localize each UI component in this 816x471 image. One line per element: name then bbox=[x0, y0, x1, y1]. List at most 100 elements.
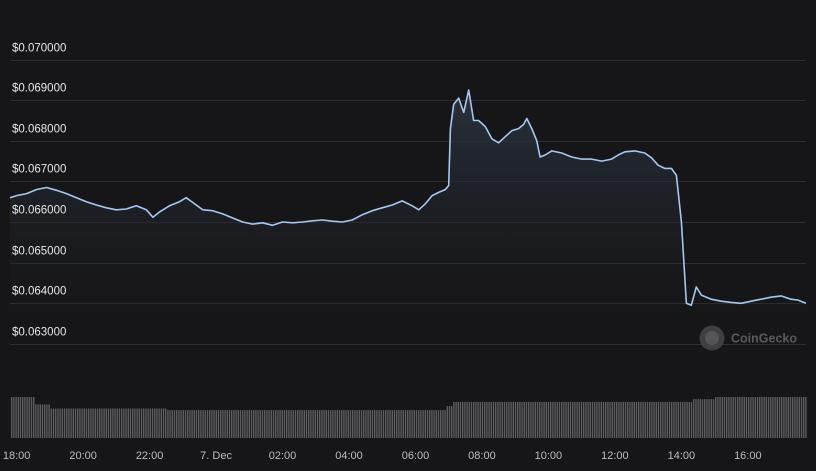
volume-bar bbox=[11, 397, 13, 438]
volume-bar bbox=[237, 410, 239, 438]
volume-bar bbox=[475, 401, 477, 438]
volume-bar bbox=[242, 410, 244, 438]
volume-bar bbox=[314, 410, 316, 438]
volume-bar bbox=[682, 401, 684, 438]
volume-bar bbox=[620, 401, 622, 438]
volume-bar bbox=[605, 401, 607, 438]
y-tick-label: $0.070000 bbox=[12, 43, 66, 55]
volume-bar bbox=[275, 410, 277, 438]
volume-bar bbox=[690, 401, 693, 438]
volume-bar bbox=[466, 401, 468, 438]
volume-bar bbox=[233, 410, 235, 438]
volume-bar bbox=[17, 397, 19, 438]
volume-bar bbox=[583, 401, 585, 438]
volume-bar bbox=[134, 408, 136, 438]
volume-bar bbox=[378, 410, 380, 438]
volume-bar bbox=[772, 397, 774, 438]
volume-bar bbox=[50, 408, 52, 438]
volume-bar bbox=[616, 401, 618, 438]
volume-bar bbox=[246, 410, 248, 438]
volume-bar bbox=[248, 410, 250, 438]
volume-bar bbox=[297, 410, 299, 438]
volume-bar bbox=[250, 410, 253, 438]
volume-bar bbox=[319, 410, 321, 438]
volume-bar bbox=[607, 401, 609, 438]
volume-bar bbox=[695, 399, 697, 438]
volume-bar bbox=[429, 410, 431, 438]
volume-bar bbox=[609, 401, 611, 438]
volume-bar bbox=[446, 406, 448, 438]
volume-bar bbox=[123, 408, 125, 438]
volume-bar bbox=[323, 410, 325, 438]
price-area-fill bbox=[10, 90, 806, 352]
volume-bar bbox=[554, 401, 556, 438]
volume-bar bbox=[541, 401, 543, 438]
volume-bar bbox=[686, 401, 688, 438]
volume-bar bbox=[510, 401, 512, 438]
volume-bar bbox=[468, 401, 470, 438]
volume-bar bbox=[215, 410, 217, 438]
volume-bar bbox=[442, 410, 444, 438]
volume-bar bbox=[63, 408, 66, 438]
volume-bar bbox=[266, 410, 268, 438]
volume-bar bbox=[655, 401, 657, 438]
volume-bar bbox=[798, 397, 800, 438]
volume-bar bbox=[389, 410, 391, 438]
volume-bar bbox=[303, 410, 305, 438]
volume-bar bbox=[294, 410, 297, 438]
volume-bar bbox=[173, 410, 176, 438]
volume-bar bbox=[138, 408, 140, 438]
volume-bar bbox=[30, 397, 33, 438]
volume-bar bbox=[13, 397, 15, 438]
volume-bar bbox=[451, 406, 453, 438]
volume-bar bbox=[195, 410, 198, 438]
volume-bar bbox=[730, 397, 732, 438]
volume-bar bbox=[268, 410, 270, 438]
volume-bar bbox=[226, 410, 228, 438]
volume-bar bbox=[651, 401, 653, 438]
volume-bar bbox=[165, 408, 167, 438]
volume-bar bbox=[653, 401, 655, 438]
volume-bar bbox=[778, 397, 781, 438]
volume-bar bbox=[70, 408, 72, 438]
volume-bar bbox=[484, 401, 486, 438]
volume-bar bbox=[253, 410, 255, 438]
volume-bar bbox=[693, 399, 695, 438]
volume-bar bbox=[299, 410, 301, 438]
volume-bar bbox=[310, 410, 312, 438]
x-tick-label: 02:00 bbox=[269, 450, 297, 462]
watermark-text: CoinGecko bbox=[731, 332, 797, 346]
volume-bar bbox=[704, 399, 706, 438]
volume-bar bbox=[235, 410, 237, 438]
y-tick-label: $0.067000 bbox=[12, 164, 66, 176]
volume-bar bbox=[224, 410, 226, 438]
volume-bar bbox=[638, 401, 640, 438]
x-axis-ticks: 18:00 20:00 22:00 7. Dec 02:00 04:00 06:00 08:0… bbox=[3, 450, 762, 462]
volume-bar bbox=[420, 410, 422, 438]
volume-bar bbox=[459, 401, 462, 438]
volume-bar bbox=[341, 410, 343, 438]
price-line-group bbox=[9, 89, 807, 307]
volume-bar bbox=[101, 408, 103, 438]
volume-bar bbox=[105, 408, 107, 438]
volume-bar bbox=[202, 410, 204, 438]
volume-bar bbox=[281, 410, 283, 438]
volume-bar bbox=[259, 410, 261, 438]
volume-bar bbox=[316, 410, 319, 438]
volume-bar bbox=[688, 401, 690, 438]
volume-bar bbox=[426, 410, 429, 438]
volume-bar bbox=[39, 404, 41, 438]
volume-bar bbox=[415, 410, 418, 438]
volume-bar bbox=[184, 410, 187, 438]
volume-bar bbox=[363, 410, 365, 438]
volume-bar bbox=[290, 410, 292, 438]
volume-bar bbox=[767, 397, 770, 438]
volume-bar bbox=[312, 410, 314, 438]
volume-bar bbox=[666, 401, 668, 438]
volume-bar bbox=[721, 397, 723, 438]
volume-bar bbox=[272, 410, 275, 438]
volume-bar bbox=[72, 408, 74, 438]
volume-bar bbox=[24, 397, 26, 438]
volume-bar bbox=[116, 408, 118, 438]
volume-bar bbox=[129, 408, 132, 438]
